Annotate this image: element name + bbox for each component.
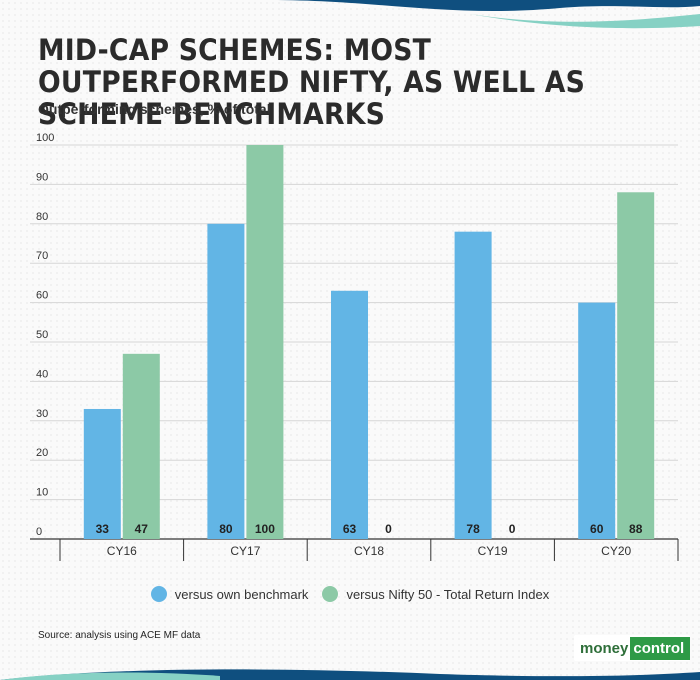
bar-own-benchmark-cy20 xyxy=(578,302,616,539)
chart-legend: versus own benchmark versus Nifty 50 - T… xyxy=(0,586,700,602)
data-label: 80 xyxy=(219,522,233,536)
chart-title: MID-CAP SCHEMES: MOST OUTPERFORMED NIFTY… xyxy=(38,33,586,131)
data-label: 63 xyxy=(343,522,357,536)
data-label: 0 xyxy=(509,522,516,536)
data-label: 100 xyxy=(255,522,275,536)
x-tick-label: CY19 xyxy=(478,544,508,558)
y-tick-label: 100 xyxy=(36,132,54,144)
y-tick-label: 50 xyxy=(36,329,48,341)
y-tick-label: 70 xyxy=(36,250,48,262)
chart-subtitle: Outperforming schemes, % of total xyxy=(38,101,271,117)
data-label: 0 xyxy=(385,522,392,536)
legend-swatch-series-1 xyxy=(150,586,167,602)
data-label: 78 xyxy=(466,522,480,536)
x-tick-label: CY18 xyxy=(354,544,384,558)
bar-nifty-50-cy20 xyxy=(617,192,655,539)
source-note: Source: analysis using ACE MF data xyxy=(38,630,201,641)
logo-text-control: control xyxy=(630,636,691,660)
banner-light-wave xyxy=(470,14,700,29)
top-banner xyxy=(270,0,700,29)
bar-own-benchmark-cy17 xyxy=(207,223,245,540)
data-label: 88 xyxy=(629,522,643,536)
x-tick-label: CY16 xyxy=(107,544,137,558)
data-label: 60 xyxy=(590,522,604,536)
y-tick-label: 20 xyxy=(36,447,48,459)
legend-label-series-1: versus own benchmark xyxy=(174,586,309,602)
y-tick-label: 30 xyxy=(36,408,48,420)
bar-own-benchmark-cy19 xyxy=(454,231,492,539)
y-tick-label: 60 xyxy=(36,290,48,302)
y-tick-label: 10 xyxy=(36,487,48,499)
bar-own-benchmark-cy16 xyxy=(83,408,121,539)
bottom-light-wave xyxy=(0,672,220,680)
legend-swatch-series-2 xyxy=(322,586,339,602)
moneycontrol-logo: money control xyxy=(574,635,691,661)
y-tick-label: 0 xyxy=(36,526,42,538)
legend-item-series-1: versus own benchmark xyxy=(150,586,309,602)
x-tick-label: CY20 xyxy=(601,544,631,558)
bar-nifty-50-cy17 xyxy=(246,145,284,539)
data-label: 33 xyxy=(96,522,110,536)
y-tick-label: 90 xyxy=(36,171,48,183)
banner-dark-wave xyxy=(270,0,700,12)
y-tick-label: 40 xyxy=(36,368,48,380)
legend-item-series-2: versus Nifty 50 - Total Return Index xyxy=(322,586,549,602)
bar-chart: 0 10 20 30 40 50 60 70 80 90 100 CY16 33 47 CY17 80 100 C… xyxy=(30,132,679,561)
legend-label-series-2: versus Nifty 50 - Total Return Index xyxy=(346,586,550,602)
data-label: 47 xyxy=(135,522,149,536)
y-tick-label: 80 xyxy=(36,211,48,223)
logo-text-money: money xyxy=(574,636,631,660)
x-tick-label: CY17 xyxy=(230,544,260,558)
bar-own-benchmark-cy18 xyxy=(331,290,368,539)
bar-nifty-50-cy16 xyxy=(122,353,160,539)
bottom-banner xyxy=(0,669,700,680)
